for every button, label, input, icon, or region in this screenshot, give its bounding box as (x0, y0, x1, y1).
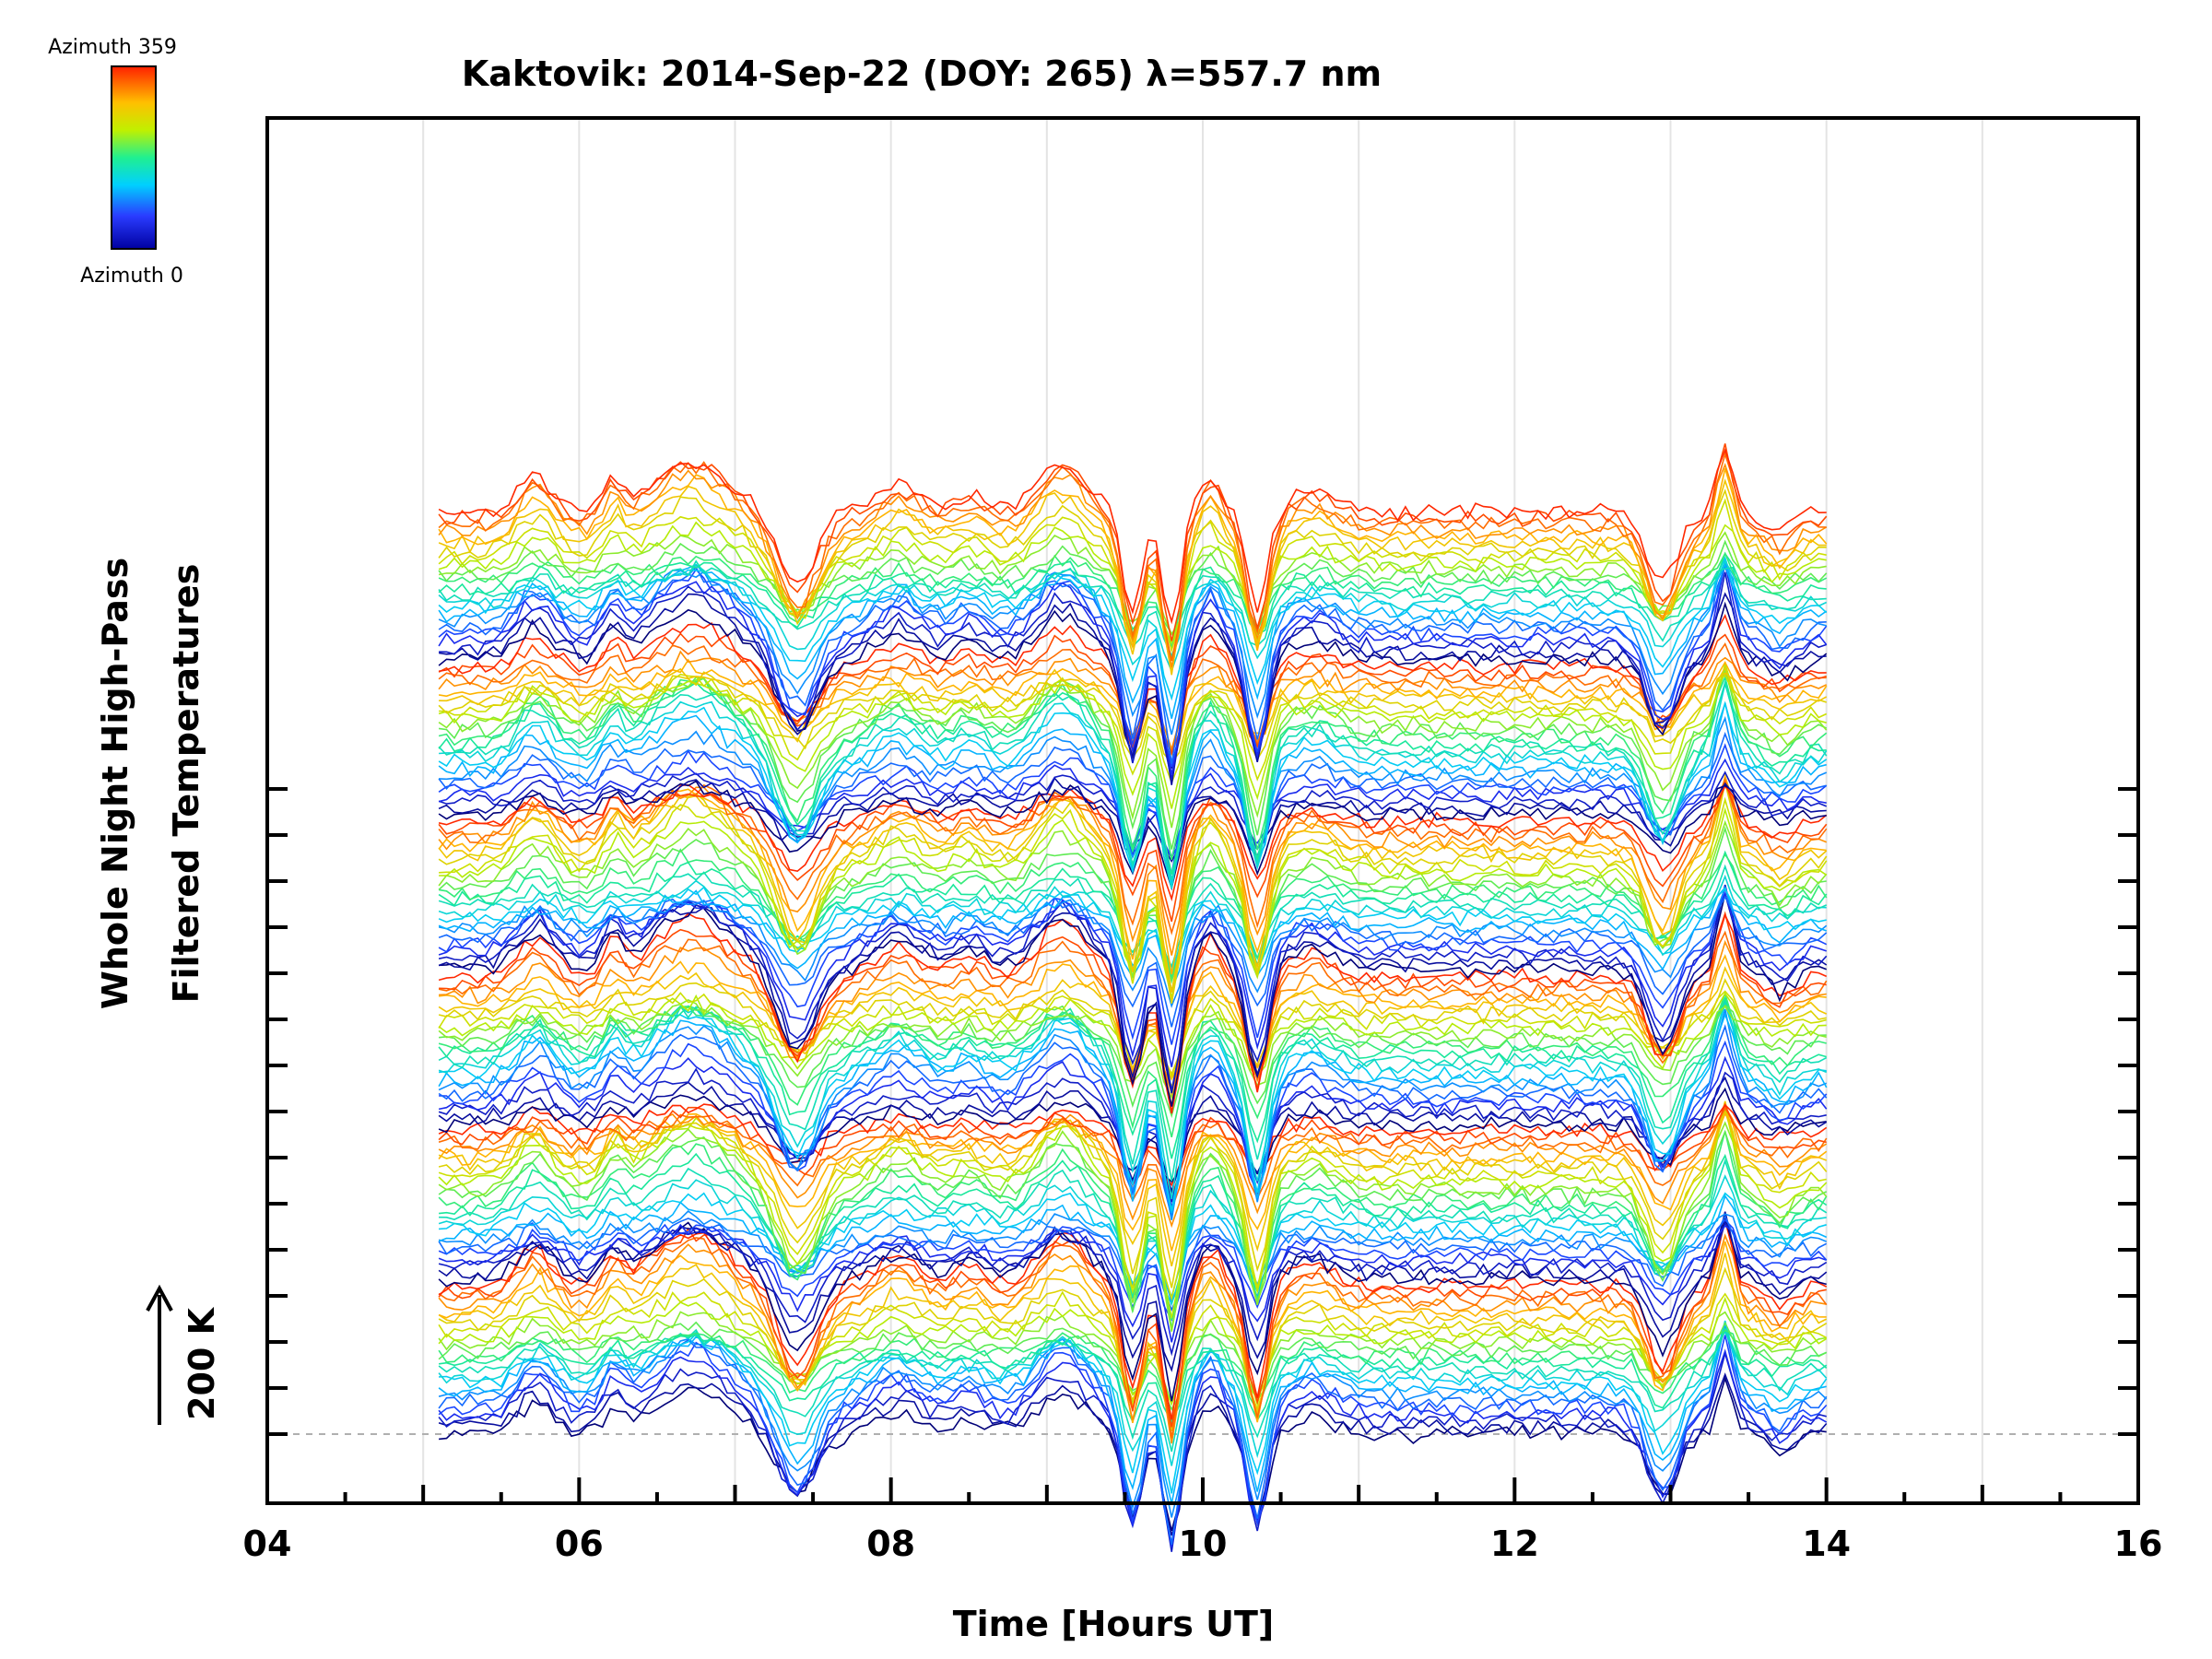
x-tick-label: 12 (1490, 1524, 1539, 1564)
series-line (438, 1012, 1828, 1214)
series-line (438, 886, 1828, 1045)
series-line (438, 592, 1827, 785)
series-line (438, 700, 1828, 887)
chart-title: Kaktovik: 2014-Sep-22 (DOY: 265) λ=557.7… (462, 53, 1382, 94)
series-line (438, 999, 1828, 1182)
series-line (438, 477, 1827, 676)
series-line (438, 563, 1828, 775)
legend-top-label: Azimuth 359 (48, 36, 177, 59)
series-line (438, 1330, 1828, 1466)
series-line (438, 668, 1828, 860)
series-line (439, 796, 1828, 1004)
azimuth-colorbar (111, 65, 157, 250)
series-line (439, 715, 1828, 880)
series-line (438, 997, 1827, 1200)
series-line (438, 1241, 1827, 1438)
scale-arrow-icon (146, 1284, 173, 1312)
series-line (439, 893, 1827, 1107)
x-tick-label: 06 (555, 1524, 604, 1564)
trace-group (438, 443, 1828, 1552)
series-line (438, 650, 1828, 752)
series-line (438, 1325, 1828, 1518)
series-line (438, 1253, 1828, 1439)
series-line (439, 1152, 1828, 1329)
series-line (439, 1004, 1827, 1119)
series-line (438, 874, 1827, 974)
series-line (439, 1192, 1827, 1300)
series-line (438, 666, 1828, 829)
series-line (438, 1223, 1827, 1343)
series-line (439, 954, 1827, 1090)
series-line (438, 912, 1828, 1114)
axis-ticks: 04 06 08 10 12 14 16 (243, 787, 2163, 1564)
series-line (438, 1008, 1827, 1220)
series-line (438, 885, 1828, 1008)
series-line (438, 564, 1827, 764)
legend-bottom-label: Azimuth 0 (80, 265, 183, 288)
series-line (439, 673, 1828, 785)
scale-label: 200 K (182, 1306, 222, 1420)
series-line (438, 561, 1827, 735)
x-tick-label: 16 (2114, 1524, 2163, 1564)
series-line (438, 559, 1828, 674)
series-line (438, 488, 1827, 670)
series-line (438, 468, 1828, 668)
series-line (438, 448, 1827, 625)
series-line (438, 1108, 1828, 1288)
series-line (438, 1296, 1828, 1406)
series-line (438, 1129, 1828, 1330)
series-line (438, 662, 1827, 809)
series-line (438, 895, 1828, 1028)
series-line (438, 775, 1828, 993)
series-line (438, 675, 1827, 875)
series-line (438, 1350, 1827, 1552)
series-line (438, 996, 1827, 1159)
series-line (438, 884, 1828, 1091)
x-tick-label: 08 (866, 1524, 915, 1564)
series-line (438, 452, 1827, 662)
y-axis-label-line2: Filtered Temperatures (166, 564, 206, 1004)
series-line (438, 1218, 1827, 1428)
series-line (438, 1121, 1828, 1332)
series-line (438, 781, 1828, 923)
series-line (438, 1106, 1828, 1319)
series-line (438, 819, 1828, 992)
series-line (438, 1324, 1828, 1546)
series-line (438, 1266, 1828, 1431)
x-tick-label: 10 (1179, 1524, 1228, 1564)
series-line (438, 1321, 1828, 1411)
series-line (438, 551, 1828, 648)
x-tick-label: 04 (243, 1524, 292, 1564)
series-line (438, 783, 1828, 902)
series-line (438, 1335, 1828, 1544)
series-line (438, 1348, 1828, 1547)
series-line (438, 1218, 1828, 1420)
series-line (438, 1024, 1828, 1218)
series-line (438, 559, 1828, 768)
series-line (438, 642, 1827, 755)
y-axis-label-line1: Whole Night High-Pass (95, 558, 135, 1009)
series-line (438, 443, 1828, 641)
x-tick-label: 14 (1802, 1524, 1851, 1564)
series-line (439, 939, 1827, 1096)
x-axis-label: Time [Hours UT] (953, 1604, 1275, 1644)
